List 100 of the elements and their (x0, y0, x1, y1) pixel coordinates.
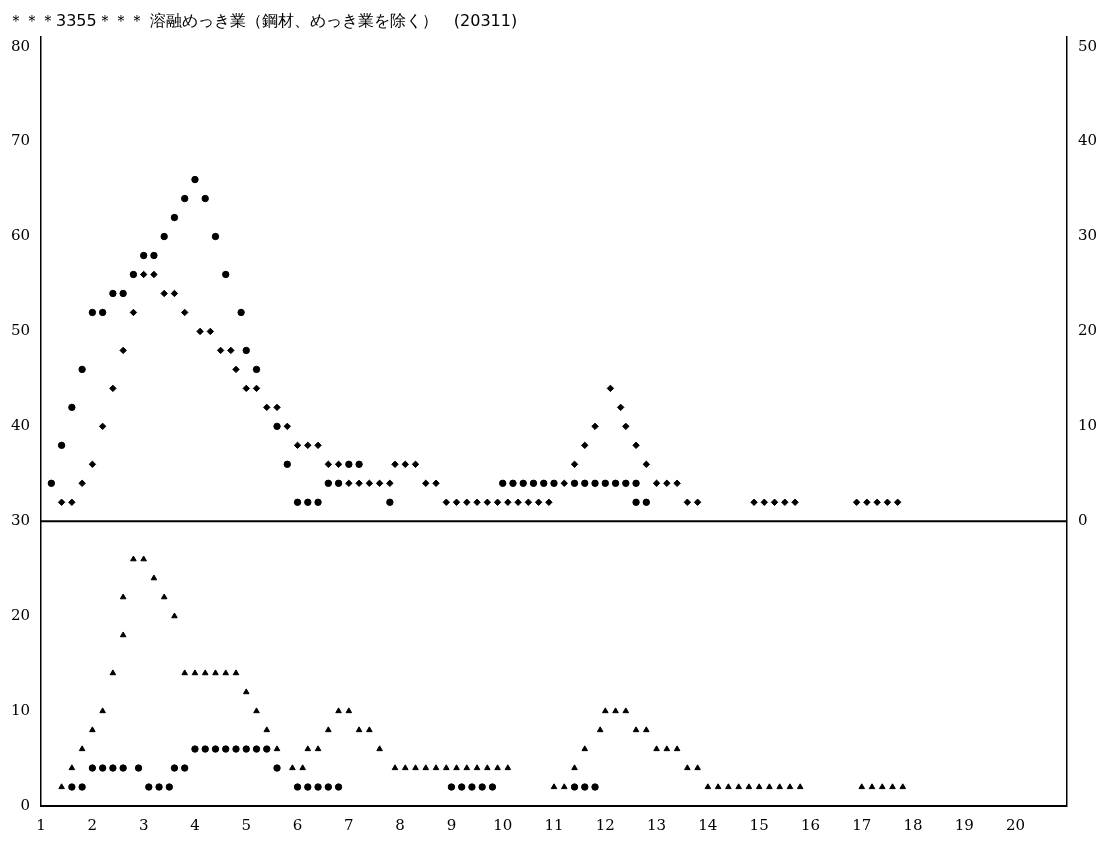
point (529, 479, 538, 487)
x-tick-label: 13 (647, 815, 667, 834)
y-tick-label: 70 (10, 131, 31, 150)
point (119, 764, 127, 772)
x-tick-label: 12 (595, 815, 615, 834)
point (109, 764, 117, 772)
point (355, 460, 363, 469)
point (314, 498, 322, 506)
point (237, 308, 245, 317)
point (170, 764, 179, 772)
x-tick-label: 10 (493, 815, 513, 834)
point (386, 498, 394, 506)
point (334, 783, 343, 791)
point (293, 783, 302, 791)
y-tick-label: 50 (10, 321, 31, 340)
chart-title: ＊＊＊3355＊＊＊ 溶融めっき業（鋼材、めっき業を除く） (20311) (8, 10, 518, 30)
x-tick-label: 1 (36, 815, 46, 834)
point (139, 251, 148, 260)
point (509, 479, 517, 487)
point (222, 745, 230, 753)
point (109, 289, 117, 298)
y-tick-label: 80 (10, 36, 31, 55)
point (591, 479, 599, 487)
point (68, 403, 76, 412)
point (570, 479, 579, 487)
point (150, 251, 158, 260)
point (88, 764, 97, 772)
point (273, 422, 281, 431)
y-tick-label: 40 (10, 416, 31, 435)
point (334, 479, 343, 487)
point (468, 783, 476, 791)
point (68, 783, 76, 791)
point (273, 764, 281, 772)
point (47, 479, 56, 487)
point (57, 441, 66, 450)
point (252, 745, 261, 753)
point (181, 764, 189, 772)
point (293, 498, 302, 506)
point (242, 745, 250, 753)
x-tick-label: 17 (852, 815, 872, 834)
x-tick-label: 16 (800, 815, 820, 834)
point (622, 479, 630, 487)
point (191, 175, 199, 184)
x-tick-label: 7 (344, 815, 354, 834)
point (211, 745, 220, 753)
point (191, 745, 199, 753)
point (78, 783, 86, 791)
point (550, 479, 558, 487)
y-tick-label: 10 (10, 700, 31, 719)
point (201, 745, 209, 753)
x-tick-label: 2 (87, 815, 98, 834)
point (283, 460, 291, 469)
point (181, 194, 189, 203)
point (160, 232, 168, 241)
point (145, 783, 153, 791)
y-tick-label: 20 (10, 606, 31, 625)
x-tick-label: 15 (749, 815, 769, 834)
point (581, 783, 589, 791)
point (304, 498, 312, 506)
point (98, 308, 107, 317)
y2-tick-label: 30 (1077, 226, 1098, 245)
x-tick-label: 8 (395, 815, 405, 834)
x-tick-label: 11 (544, 815, 564, 834)
x-tick-label: 14 (698, 815, 718, 834)
y2-tick-label: 0 (1077, 511, 1088, 530)
point (165, 783, 174, 791)
point (98, 764, 107, 772)
y2-tick-label: 10 (1077, 416, 1098, 435)
point (134, 764, 143, 772)
point (591, 783, 599, 791)
point (632, 498, 640, 506)
point (242, 346, 250, 355)
x-tick-label: 9 (446, 815, 457, 834)
point (78, 365, 86, 374)
point (519, 479, 527, 487)
y-tick-label: 60 (10, 226, 31, 245)
point (170, 213, 179, 222)
point (642, 498, 651, 506)
x-tick-label: 6 (292, 815, 303, 834)
point (252, 365, 261, 374)
y-tick-label: 0 (20, 795, 31, 814)
point (447, 783, 456, 791)
point (632, 479, 640, 487)
point (345, 460, 353, 469)
x-tick-label: 5 (241, 815, 252, 834)
point (263, 745, 271, 753)
point (119, 289, 127, 298)
y2-tick-label: 20 (1077, 321, 1098, 340)
point (222, 270, 230, 279)
y-tick-label: 30 (10, 511, 31, 530)
y2-tick-label: 50 (1077, 36, 1098, 55)
point (155, 783, 163, 791)
point (499, 479, 507, 487)
point (601, 479, 609, 487)
point (232, 745, 240, 753)
point (488, 783, 497, 791)
x-tick-label: 19 (954, 815, 974, 834)
point (540, 479, 548, 487)
point (581, 479, 589, 487)
x-tick-label: 18 (903, 815, 923, 834)
